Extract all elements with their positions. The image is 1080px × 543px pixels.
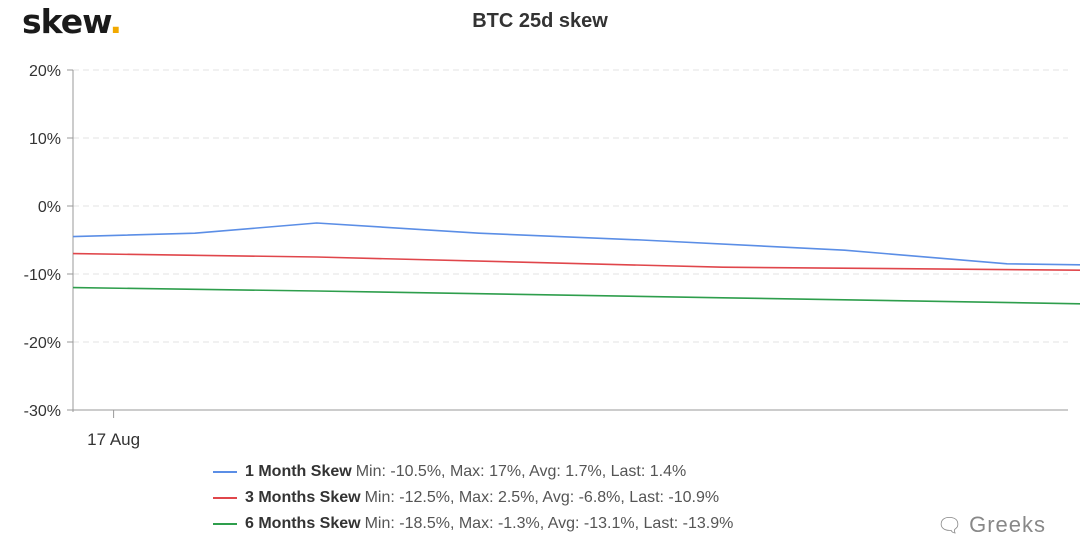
watermark-text: Greeks — [969, 512, 1046, 537]
legend-item-1-month[interactable]: 1 Month Skew Min: -10.5%, Max: 17%, Avg:… — [213, 459, 733, 485]
y-tick-label: 0% — [38, 199, 61, 216]
y-tick-label: -30% — [24, 403, 61, 420]
wechat-icon: 🗨 — [936, 514, 964, 537]
legend-swatch — [213, 497, 237, 499]
logo-dot: . — [109, 2, 122, 41]
legend: 1 Month Skew Min: -10.5%, Max: 17%, Avg:… — [213, 459, 733, 537]
legend-series-stats: Min: -12.5%, Max: 2.5%, Avg: -6.8%, Last… — [364, 489, 720, 506]
series-lines — [72, 222, 1080, 305]
legend-series-stats: Min: -10.5%, Max: 17%, Avg: 1.7%, Last: … — [355, 463, 687, 480]
skew-logo: skew. — [22, 2, 122, 41]
legend-swatch — [213, 471, 237, 473]
y-tick-label: 10% — [29, 131, 61, 148]
legend-swatch — [213, 523, 237, 525]
y-axis-ticks: 20% 10% 0% -10% -20% -30% — [24, 63, 73, 420]
legend-series-stats: Min: -18.5%, Max: -1.3%, Avg: -13.1%, La… — [364, 515, 734, 532]
legend-item-3-months[interactable]: 3 Months Skew Min: -12.5%, Max: 2.5%, Av… — [213, 485, 733, 511]
x-axis-ticks: 17 Aug24 Aug31 Aug7 Sep14 Sep — [87, 410, 140, 449]
series-line-1-month — [72, 222, 1080, 266]
legend-item-6-months[interactable]: 6 Months Skew Min: -18.5%, Max: -1.3%, A… — [213, 511, 733, 537]
logo-text: skew — [22, 2, 110, 41]
y-tick-label: -20% — [24, 335, 61, 352]
legend-series-name: 6 Months Skew — [245, 515, 361, 532]
gridlines — [73, 69, 1068, 343]
y-tick-label: -10% — [24, 267, 61, 284]
legend-series-name: 3 Months Skew — [245, 489, 361, 506]
x-tick-label: 17 Aug — [87, 430, 140, 449]
legend-series-name: 1 Month Skew — [245, 463, 352, 480]
watermark: 🗨 Greeks — [937, 512, 1046, 538]
y-tick-label: 20% — [29, 63, 61, 80]
chart-title: BTC 25d skew — [472, 10, 608, 32]
